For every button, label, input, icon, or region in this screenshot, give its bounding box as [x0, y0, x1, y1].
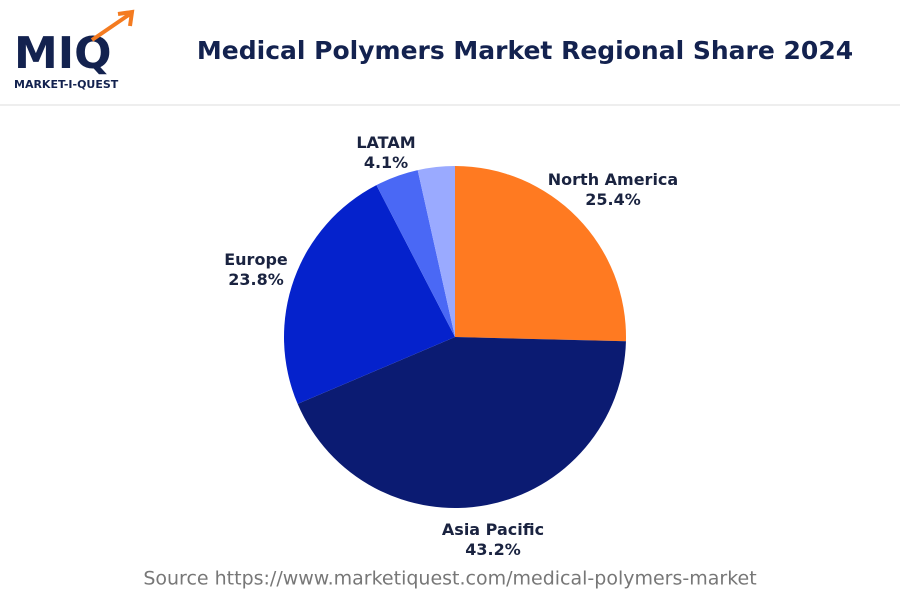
pie-slice: [417, 166, 455, 337]
source: Source https://www.marketiquest.com/medi…: [143, 568, 756, 590]
slice-value-label: 23.8%: [228, 270, 284, 289]
pie-slice: [297, 337, 626, 508]
slice-label: Europe: [224, 250, 288, 269]
chart-title: Medical Polymers Market Regional Share 2…: [197, 36, 853, 65]
slice-label: North America: [548, 170, 678, 189]
pie-slice: [455, 166, 626, 342]
slice-label: Asia Pacific: [442, 520, 544, 539]
slice-label: LATAM: [356, 133, 415, 152]
slice-value-label: 25.4%: [585, 190, 641, 209]
pie-slice: [284, 185, 455, 404]
pie-slice: [376, 170, 455, 337]
logo-arrow: [90, 9, 135, 42]
slice-value-label: 43.2%: [465, 540, 521, 559]
slice-value-label: 4.1%: [364, 153, 408, 172]
logo-name: MARKET-I-QUEST: [14, 78, 119, 91]
